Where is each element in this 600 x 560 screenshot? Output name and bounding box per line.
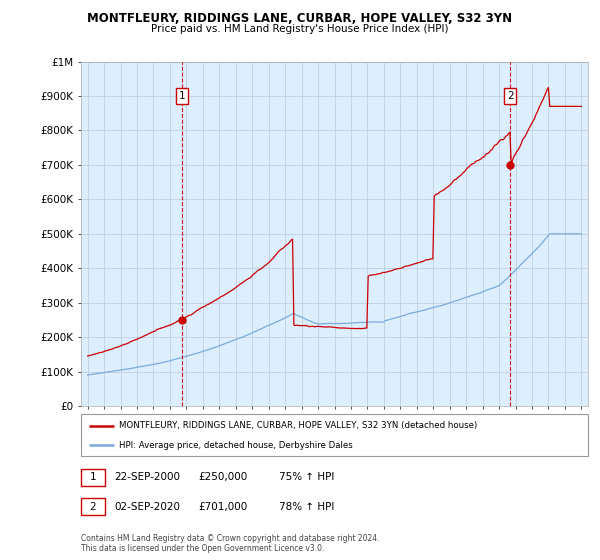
Text: 2: 2 — [89, 502, 97, 512]
Text: £701,000: £701,000 — [198, 502, 247, 512]
Text: MONTFLEURY, RIDDINGS LANE, CURBAR, HOPE VALLEY, S32 3YN: MONTFLEURY, RIDDINGS LANE, CURBAR, HOPE … — [88, 12, 512, 25]
Text: 1: 1 — [89, 472, 97, 482]
Text: 2: 2 — [507, 91, 514, 101]
Text: 75% ↑ HPI: 75% ↑ HPI — [279, 472, 334, 482]
Text: Contains HM Land Registry data © Crown copyright and database right 2024.
This d: Contains HM Land Registry data © Crown c… — [81, 534, 380, 553]
Text: £250,000: £250,000 — [198, 472, 247, 482]
Text: 02-SEP-2020: 02-SEP-2020 — [114, 502, 180, 512]
FancyBboxPatch shape — [81, 414, 588, 456]
Text: 1: 1 — [179, 91, 185, 101]
Text: 22-SEP-2000: 22-SEP-2000 — [114, 472, 180, 482]
Text: HPI: Average price, detached house, Derbyshire Dales: HPI: Average price, detached house, Derb… — [119, 441, 353, 450]
Text: Price paid vs. HM Land Registry's House Price Index (HPI): Price paid vs. HM Land Registry's House … — [151, 24, 449, 34]
Text: MONTFLEURY, RIDDINGS LANE, CURBAR, HOPE VALLEY, S32 3YN (detached house): MONTFLEURY, RIDDINGS LANE, CURBAR, HOPE … — [119, 421, 477, 430]
Text: 78% ↑ HPI: 78% ↑ HPI — [279, 502, 334, 512]
